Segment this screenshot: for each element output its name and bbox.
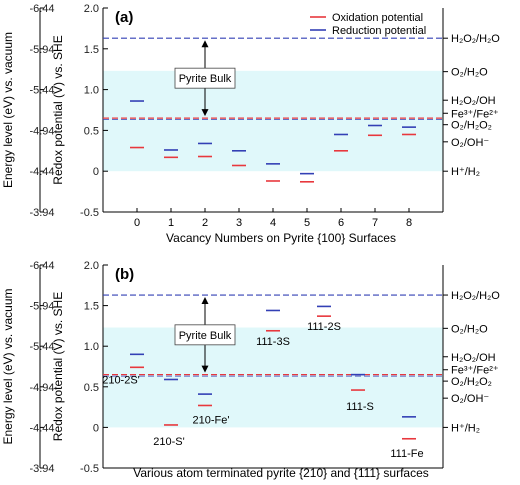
surface-label: 210-S' — [153, 436, 184, 448]
annotation-box — [174, 67, 236, 89]
x-tick-label: 3 — [236, 217, 242, 229]
y-tick-label: 1.5 — [84, 44, 99, 56]
y-tick-label: 0 — [93, 422, 99, 434]
annotation-arrow-head-up — [201, 40, 209, 48]
energy-tick-label: -4.94 — [29, 382, 54, 394]
legend-label: Oxidation potential — [332, 12, 423, 24]
shaded-band — [103, 70, 443, 172]
x-tick-label: 7 — [372, 217, 378, 229]
x-axis-title: Vacancy Numbers on Pyrite {100} Surfaces — [166, 231, 396, 245]
annotation-box — [174, 324, 236, 346]
reference-label: Fe³⁺/Fe²⁺ — [451, 365, 499, 377]
reference-label: O₂/OH⁻ — [451, 393, 489, 405]
y-tick-label: 1.0 — [84, 85, 99, 97]
y-tick-label: 2.0 — [84, 260, 99, 272]
panel-label: (b) — [115, 266, 134, 283]
y-tick-label: 0 — [93, 166, 99, 178]
y-axis-title: Redox potential (V) vs. SHE — [51, 292, 65, 441]
energy-axis-title: Energy level (eV) vs. vacuum — [1, 32, 15, 188]
y-tick-label: 1.0 — [84, 341, 99, 353]
chart-panel-1: -0.5 0 0.5 1.0 1.5 2.0 -3.94 -4.44 -4.94 -5.44 -5.… — [1, 3, 500, 245]
annotation-label: Pyrite Bulk — [179, 330, 232, 342]
x-tick-label: 1 — [168, 217, 174, 229]
energy-tick-label: -4.44 — [29, 422, 54, 434]
reference-label: O₂/H₂O — [451, 67, 488, 79]
energy-tick-label: -3.94 — [29, 463, 54, 475]
surface-label: 111-S — [346, 401, 374, 413]
x-tick-label: 4 — [270, 217, 276, 229]
reference-label: Fe³⁺/Fe²⁺ — [451, 108, 499, 120]
panel-label: (a) — [115, 9, 133, 26]
x-tick-label: 0 — [134, 217, 140, 229]
y-tick-label: 0.5 — [84, 382, 99, 394]
x-tick-label: 6 — [338, 217, 344, 229]
y-tick-label: 1.5 — [84, 301, 99, 313]
y-tick-label: -0.5 — [80, 463, 99, 475]
energy-tick-label: -5.94 — [29, 44, 54, 56]
surface-label: 210-Fe' — [193, 414, 230, 426]
surface-label: 111-2S — [307, 321, 341, 333]
y-tick-label: -0.5 — [80, 207, 99, 219]
surface-label: 111-Fe — [390, 448, 423, 460]
reference-label: H₂O₂/H₂O — [451, 33, 500, 45]
annotation-label: Pyrite Bulk — [179, 73, 232, 85]
legend-label: Reduction potential — [332, 25, 426, 37]
annotation-arrow-head-down — [201, 109, 209, 117]
energy-axis-title: Energy level (eV) vs. vacuum — [1, 288, 15, 444]
y-axis-title: Redox potential (V) vs. SHE — [51, 35, 65, 184]
energy-tick-label: -3.94 — [29, 207, 54, 219]
energy-tick-label: -6.44 — [29, 260, 54, 272]
energy-tick-label: -5.44 — [29, 341, 54, 353]
reference-label: O₂/H₂O₂ — [451, 376, 492, 388]
y-tick-label: 2.0 — [84, 3, 99, 15]
reference-label: O₂/H₂O — [451, 323, 488, 335]
x-axis-title: Various atom terminated pyrite {210} and… — [133, 466, 429, 480]
energy-tick-label: -4.94 — [29, 125, 54, 137]
x-tick-label: 5 — [304, 217, 310, 229]
energy-tick-label: -5.94 — [29, 301, 54, 313]
y-tick-label: 0.5 — [84, 125, 99, 137]
annotation-arrow-head-down — [201, 365, 209, 373]
energy-tick-label: -6.44 — [29, 3, 54, 15]
x-tick-label: 2 — [202, 217, 208, 229]
surface-label: 111-3S — [256, 336, 290, 348]
x-tick-label: 8 — [406, 217, 412, 229]
reference-label: H₂O₂/OH — [451, 95, 496, 107]
reference-label: H₂O₂/OH — [451, 352, 496, 364]
reference-label: H⁺/H₂ — [451, 422, 480, 434]
annotation-arrow-head-up — [201, 297, 209, 305]
reference-label: O₂/OH⁻ — [451, 137, 489, 149]
reference-label: H₂O₂/H₂O — [451, 290, 500, 302]
energy-tick-label: -4.44 — [29, 166, 54, 178]
energy-tick-label: -5.44 — [29, 85, 54, 97]
reference-label: H⁺/H₂ — [451, 166, 480, 178]
surface-label: 210-2S' — [102, 374, 140, 386]
shaded-band — [103, 327, 443, 428]
reference-label: O₂/H₂O₂ — [451, 120, 492, 132]
chart-panel-2: -0.5 0 0.5 1.0 1.5 2.0 -3.94 -4.44 -4.94 -5.44 -5.… — [1, 260, 500, 480]
